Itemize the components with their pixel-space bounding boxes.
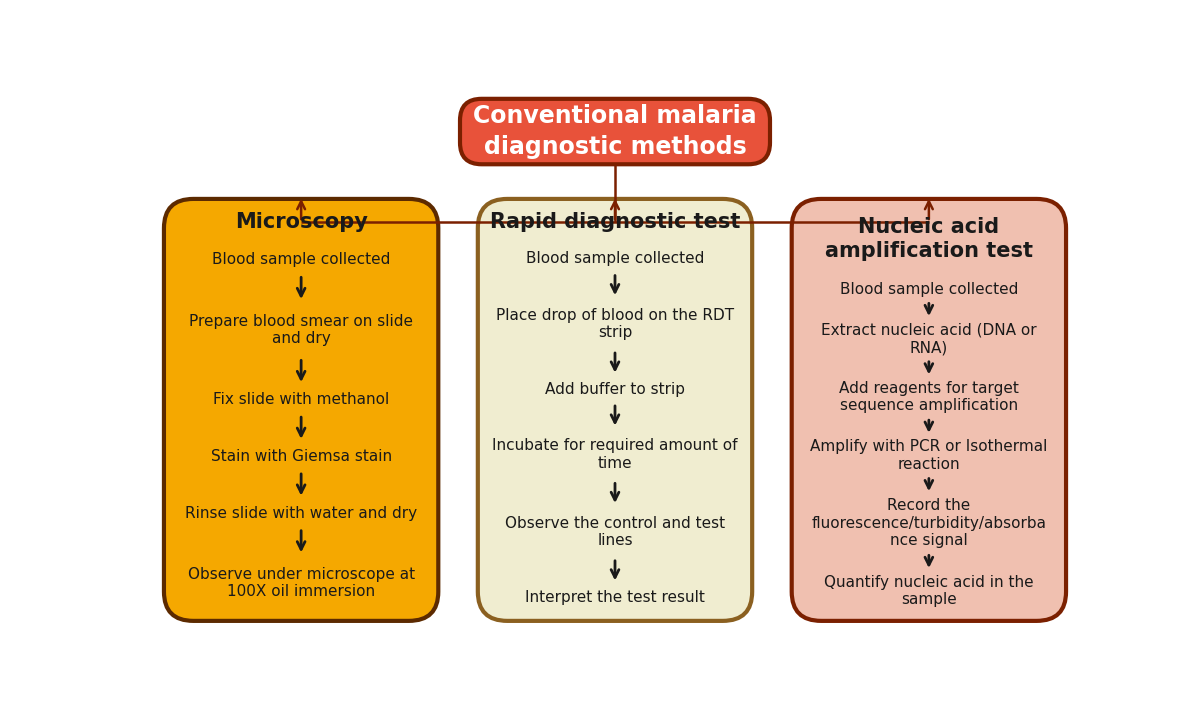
Text: Rinse slide with water and dry: Rinse slide with water and dry [185,506,418,520]
FancyBboxPatch shape [164,199,438,621]
Text: Stain with Giemsa stain: Stain with Giemsa stain [210,449,391,464]
Text: Conventional malaria
diagnostic methods: Conventional malaria diagnostic methods [473,104,757,159]
Text: Prepare blood smear on slide
and dry: Prepare blood smear on slide and dry [190,314,413,346]
Text: Incubate for required amount of
time: Incubate for required amount of time [492,438,738,471]
Text: Nucleic acid
amplification test: Nucleic acid amplification test [824,217,1033,261]
Text: Record the
fluorescence/turbidity/absorba
nce signal: Record the fluorescence/turbidity/absorb… [811,498,1046,548]
Text: Amplify with PCR or Isothermal
reaction: Amplify with PCR or Isothermal reaction [810,440,1048,472]
Text: Extract nucleic acid (DNA or
RNA): Extract nucleic acid (DNA or RNA) [821,323,1037,355]
Text: Observe under microscope at
100X oil immersion: Observe under microscope at 100X oil imm… [187,567,415,599]
Text: Blood sample collected: Blood sample collected [212,252,390,268]
Text: Interpret the test result: Interpret the test result [526,590,704,605]
Text: Microscopy: Microscopy [235,212,367,232]
Text: Blood sample collected: Blood sample collected [840,282,1018,297]
Text: Observe the control and test
lines: Observe the control and test lines [505,515,725,548]
Text: Add reagents for target
sequence amplification: Add reagents for target sequence amplifi… [839,381,1019,413]
FancyBboxPatch shape [460,99,770,164]
Text: Rapid diagnostic test: Rapid diagnostic test [490,212,740,232]
Text: Add buffer to strip: Add buffer to strip [545,382,685,396]
Text: Fix slide with methanol: Fix slide with methanol [214,392,389,407]
FancyBboxPatch shape [478,199,752,621]
Text: Place drop of blood on the RDT
strip: Place drop of blood on the RDT strip [496,308,734,341]
FancyBboxPatch shape [792,199,1066,621]
Text: Quantify nucleic acid in the
sample: Quantify nucleic acid in the sample [824,575,1033,607]
Text: Blood sample collected: Blood sample collected [526,251,704,266]
